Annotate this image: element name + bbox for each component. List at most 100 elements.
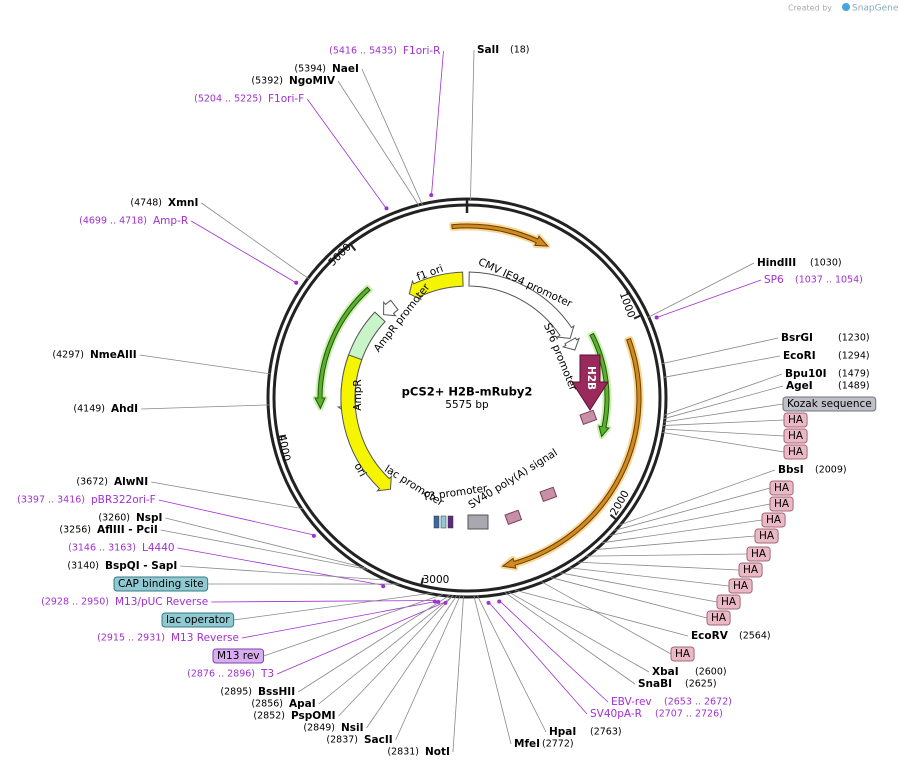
feature-box xyxy=(761,512,786,528)
site-position: (5394) xyxy=(294,64,326,75)
leader-line xyxy=(190,220,298,284)
feature-box-label: lac operator xyxy=(166,614,230,626)
ha-cluster xyxy=(504,509,523,526)
feature-box-label: HA xyxy=(766,514,782,526)
leader-line xyxy=(614,487,771,531)
leader-line xyxy=(618,469,776,526)
leader-line xyxy=(559,572,718,603)
site-position: (18) xyxy=(510,45,530,56)
f1-ori xyxy=(408,271,464,301)
primer-mark xyxy=(311,533,316,538)
site-name: SP6 xyxy=(764,274,784,286)
ring-tick xyxy=(633,314,642,320)
site-position: (2763) xyxy=(590,727,622,738)
site-position: (2653 .. 2672) xyxy=(664,697,732,708)
map-length: 5575 bp xyxy=(445,399,489,411)
leader-line xyxy=(160,529,369,570)
ha-cluster xyxy=(579,409,598,426)
feature-box-label: HA xyxy=(675,648,691,660)
leader-line xyxy=(180,565,390,581)
feature-box-label: HA xyxy=(788,430,804,442)
site-position: (3397 .. 3416) xyxy=(17,495,85,506)
site-position: (2876 .. 2896) xyxy=(187,669,255,680)
leader-line xyxy=(662,428,785,437)
site-name: NspI xyxy=(136,512,162,524)
primer-mark xyxy=(384,206,389,211)
ring-tick-label: 1000 xyxy=(617,290,637,319)
leader-line xyxy=(507,591,650,673)
site-position: (5392) xyxy=(251,76,283,87)
leader-line xyxy=(318,595,454,705)
site-name: SV40pA-R xyxy=(590,708,642,720)
site-name: AhdI xyxy=(111,403,138,415)
h2b xyxy=(571,354,609,411)
leader-line xyxy=(609,503,771,536)
site-name: pBR322ori-F xyxy=(91,494,156,506)
feature-box xyxy=(783,428,808,444)
feature-box xyxy=(754,528,779,544)
site-name: BspQI - SapI xyxy=(105,560,177,572)
feature-label: ori xyxy=(351,461,368,479)
site-name: M13 Reverse xyxy=(171,632,239,644)
site-name: EcoRV xyxy=(691,630,729,642)
feature-box xyxy=(746,546,771,562)
leader-line xyxy=(488,601,588,715)
leader-line xyxy=(664,373,783,416)
leader-line xyxy=(550,577,708,619)
feature-box-label: HA xyxy=(721,596,737,608)
site-position: (4699 .. 4718) xyxy=(79,216,147,227)
primer-mark xyxy=(294,280,299,285)
site-position: (2009) xyxy=(815,465,847,476)
site-position: (2772) xyxy=(542,739,574,750)
leader-line xyxy=(158,499,315,536)
feature-box xyxy=(769,480,794,496)
sp6-promoter xyxy=(561,337,581,351)
feature-label: SV40 poly(A) signal xyxy=(466,447,559,512)
site-position: (2849) xyxy=(303,723,335,734)
feature-box-label: CAP binding site xyxy=(118,578,204,590)
feature-box-label: Kozak sequence xyxy=(787,398,872,410)
site-position: (2564) xyxy=(739,631,771,642)
feature-label: lac promoter xyxy=(382,463,446,509)
feature-label: AmpR xyxy=(352,379,364,410)
feature-box xyxy=(706,610,731,626)
site-name: Amp-R xyxy=(153,215,188,227)
site-position: (2856) xyxy=(251,699,283,710)
feature-box-label: HA xyxy=(759,530,775,542)
leader-line xyxy=(594,535,756,551)
site-name: T3 xyxy=(260,668,274,680)
leader-line xyxy=(655,279,762,319)
site-position: (1294) xyxy=(838,351,870,362)
leader-line xyxy=(177,547,384,586)
feature-label: H2B xyxy=(585,366,597,390)
leader-line xyxy=(661,431,785,453)
primer-mark xyxy=(443,600,448,605)
logo xyxy=(842,3,850,11)
site-name: F1ori-R xyxy=(403,45,440,57)
feature-box-label: HA xyxy=(751,548,767,560)
leader-line xyxy=(540,581,672,655)
site-name: SacII xyxy=(364,734,393,746)
ring-tick-label: 4000 xyxy=(276,434,292,462)
leader-line xyxy=(263,594,443,657)
credit: Created by xyxy=(788,4,832,13)
site-position: (2852) xyxy=(253,711,285,722)
site-name: PspOMI xyxy=(291,710,336,722)
feature-box-label: HA xyxy=(743,564,759,576)
site-name: BbsI xyxy=(778,464,804,476)
site-position: (3672) xyxy=(76,477,108,488)
site-position: (2625) xyxy=(685,679,717,690)
feature-box-label: HA xyxy=(711,612,727,624)
arrow-right xyxy=(501,337,642,569)
arrow-top xyxy=(451,223,549,247)
map-title: pCS2+ H2B-mRuby2 xyxy=(402,385,533,399)
lac-parts xyxy=(447,515,454,529)
site-position: (1030) xyxy=(810,258,842,269)
site-position: (3260) xyxy=(98,513,130,524)
site-name: MfeI xyxy=(514,738,540,750)
leader-line xyxy=(477,595,547,733)
feature-box xyxy=(212,648,265,664)
leader-line xyxy=(577,561,740,571)
site-name: XbaI xyxy=(652,666,679,678)
leader-line xyxy=(338,595,454,717)
